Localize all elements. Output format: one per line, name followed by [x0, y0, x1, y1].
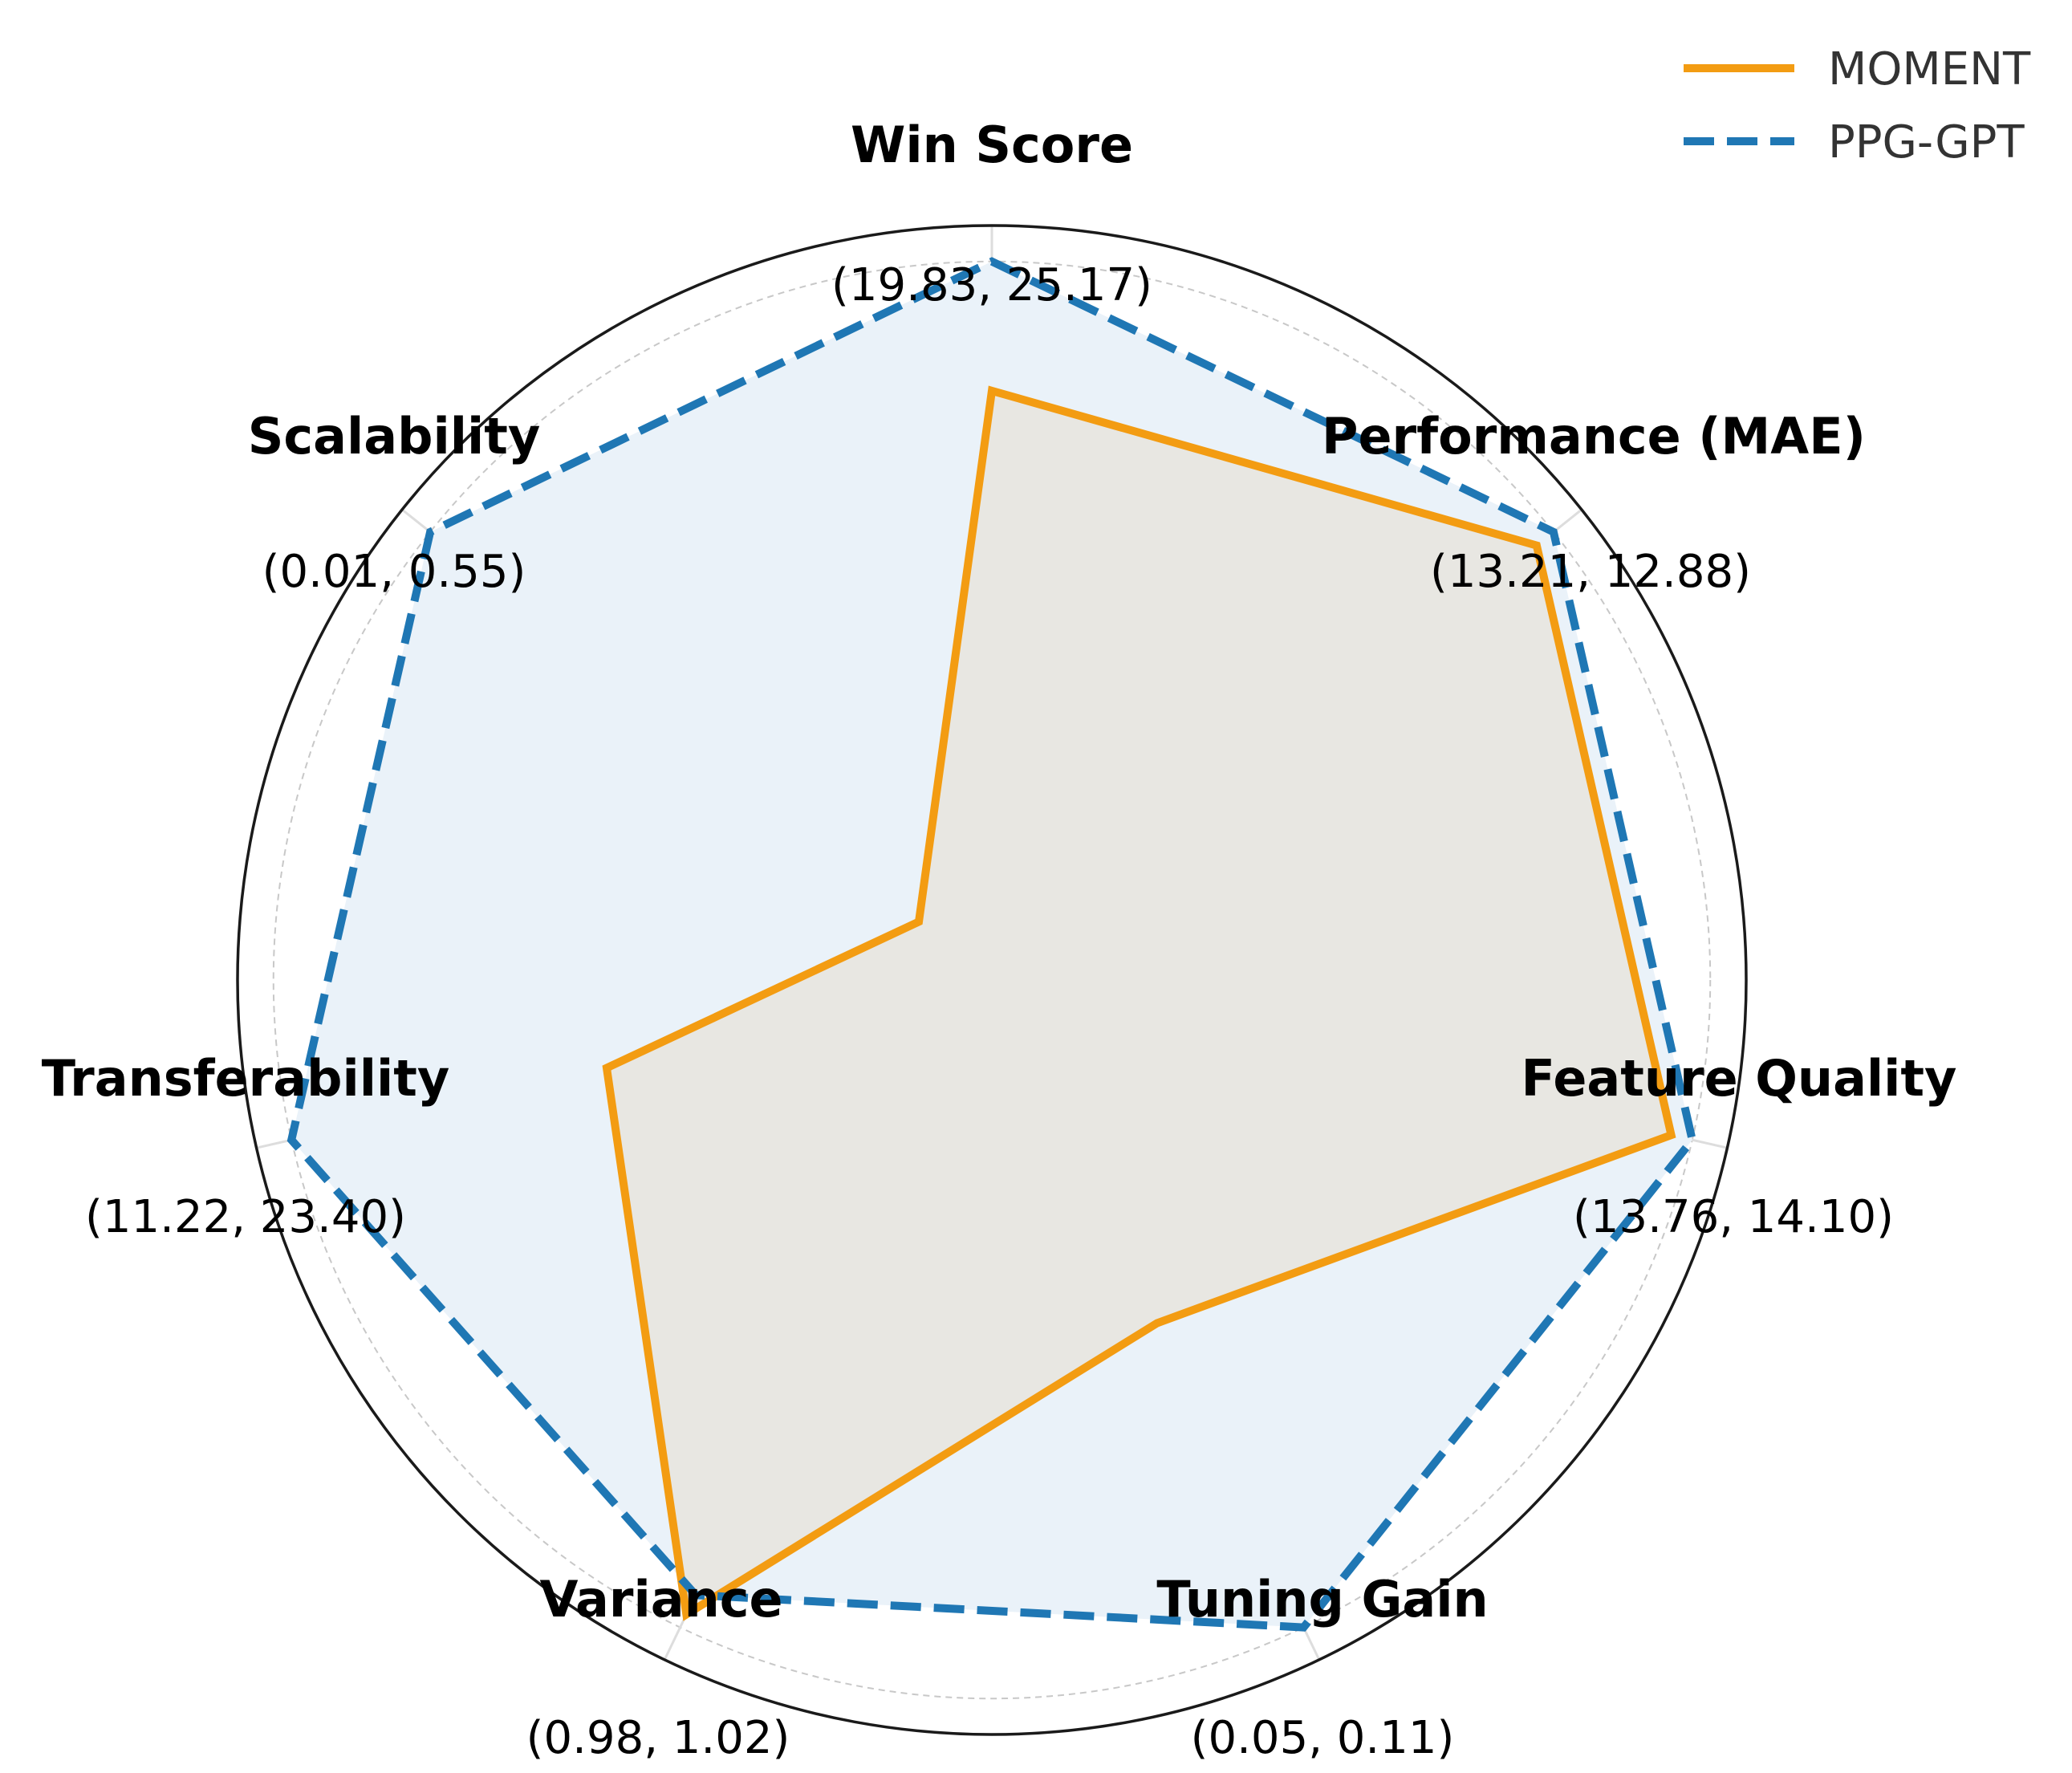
axis-label-4: Tuning Gain	[1156, 1570, 1488, 1629]
value-pair-label-4: (0.05, 0.11)	[1191, 1712, 1455, 1764]
legend-label-1: MOMENT	[1828, 43, 2031, 96]
legend: MOMENT PPG-GPT	[1684, 43, 2031, 169]
value-pair-label-6: (11.22, 23.40)	[85, 1191, 406, 1243]
series-line-ppg-gpt	[286, 257, 1697, 1632]
label-layer: Win Score (19.83, 25.17) Performance (MAE)…	[42, 116, 1957, 1764]
axis-label-7: Scalability	[248, 407, 541, 466]
value-pair-label-1: (19.83, 25.17)	[831, 259, 1152, 311]
value-pair-label-2: (13.21, 12.88)	[1430, 546, 1751, 598]
series-area-moment	[607, 390, 1672, 1615]
series-line-moment	[602, 385, 1676, 1621]
polar-frame	[236, 224, 1748, 1736]
axis-label-2: Performance (MAE)	[1322, 407, 1866, 466]
axis-label-6: Transferability	[42, 1049, 450, 1108]
axis-label-1: Win Score	[851, 116, 1133, 174]
value-pair-label-3: (13.76, 14.10)	[1573, 1191, 1894, 1243]
value-pair-label-7: (0.01, 0.55)	[262, 546, 526, 598]
axis-label-3: Feature Quality	[1521, 1049, 1957, 1108]
axis-label-5: Variance	[539, 1570, 782, 1629]
legend-label-2: PPG-GPT	[1828, 116, 2025, 169]
series-layer	[286, 257, 1697, 1632]
value-pair-label-5: (0.98, 1.02)	[526, 1712, 790, 1764]
